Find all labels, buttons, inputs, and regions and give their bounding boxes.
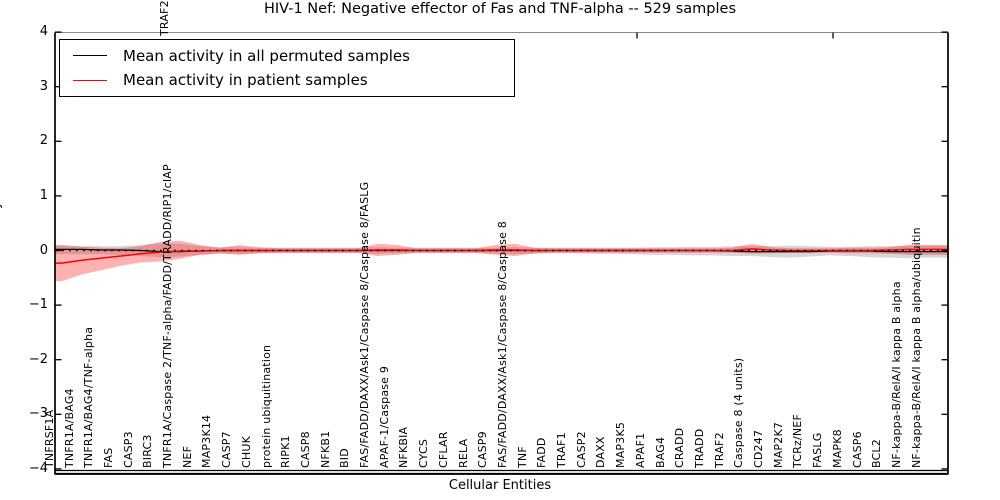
x-tick-label: CASP8 [298,431,312,468]
legend: Mean activity in all permuted samples Me… [59,39,515,97]
x-tick-label: NF-kappa-B/RelA/I kappa B alpha/ubiquiti… [909,227,923,468]
y-tick-label: 0 [39,242,48,258]
x-tick-label: TNFR1A/BAG4/TNF-alpha [82,326,96,468]
y-tick-label: 4 [39,24,48,40]
legend-label: Mean activity in patient samples [123,71,368,90]
x-tick-label: BIRC3 [141,434,155,468]
x-tick-label: Caspase 8 (4 units) [732,357,746,468]
x-tick-label: BID [338,448,352,468]
legend-item-permuted: Mean activity in all permuted samples [60,47,514,65]
page-title: HIV-1 Nef: Negative effector of Fas and … [263,1,737,17]
x-tick-label: TNFR1A/BAG4 [62,388,76,468]
x-tick-label: MAPK8 [830,429,844,468]
x-tick-label: CHUK [239,435,253,468]
x-tick-label: NF-kappa-B/RelA/I kappa B alpha [889,281,903,468]
x-tick-label: FASLG [811,432,825,468]
x-tick-label: FAS [101,447,115,468]
x-tick-label: CASP7 [220,431,234,468]
x-tick-label: CYCS [417,438,431,468]
x-tick-label: APAF1 [633,432,647,468]
x-tick-label: TNFR1A/Caspase 2/TNF-alpha/FADD/TRADD/RI… [161,164,174,468]
x-tick-label: NFKBIA [397,426,411,468]
y-tick-label: −1 [28,297,48,313]
y-tick-label: 1 [39,187,48,203]
x-tick-label: APAF-1/Caspase 9 [377,365,391,468]
x-tick-label: RIPK1 [279,435,293,468]
x-tick-label: BCL2 [870,439,884,468]
x-tick-label: CASP6 [850,431,864,468]
x-tick-label: FAS/FADD/DAXX/Ask1/Caspase 8/Caspase 8 [495,221,509,468]
x-tick-label: TRAF1 [555,432,568,468]
x-tick-label: TRADD [692,428,706,468]
x-tick-label: TNFRSF1A [42,409,56,468]
x-tick-label: BAG4 [653,436,667,468]
x-tick-label: FADD [535,437,549,468]
permuted-line-sample-icon [73,55,107,57]
y-tick-label: −4 [28,460,48,476]
x-axis-label: Cellular Entities [448,478,552,493]
x-tick-label: DAXX [594,436,608,468]
x-tick-label: MAP3K14 [200,414,214,468]
legend-label: Mean activity in all permuted samples [123,46,410,65]
x-tick-label: RELA [456,438,470,468]
x-tick-label: TRAF2 [712,432,726,468]
x-tick-label: NFKB1 [318,430,332,468]
x-tick-label: protein ubiquitination [259,344,273,468]
x-tick-label: CRADD [673,427,687,468]
x-tick-label: TNF [515,446,529,468]
x-tick-label: CASP2 [574,431,588,468]
y-tick-label: 3 [39,78,48,94]
x-tick-label: CASP3 [121,431,135,468]
x-tick-label: CASP9 [476,431,490,468]
x-tick-label: NEF [180,445,194,468]
y-tick-label: 2 [39,133,48,149]
legend-item-patient: Mean activity in patient samples [60,71,514,89]
y-axis-label: Inferred Activity [0,201,3,305]
x-tick-label: MAP2K7 [771,421,785,468]
patient-line-sample-icon [73,79,107,81]
x-tick-label: CFLAR [436,431,450,468]
y-tick-label: −3 [28,406,48,422]
x-tick-label: FAS/FADD/DAXX/Ask1/Caspase 8/Caspase 8/F… [358,181,371,468]
x-tick-label: CD247 [752,429,765,468]
x-tick-label: MAP3K5 [614,421,628,468]
x-tick-label: TCRz/NEF [791,414,805,468]
y-tick-label: −2 [28,351,48,367]
